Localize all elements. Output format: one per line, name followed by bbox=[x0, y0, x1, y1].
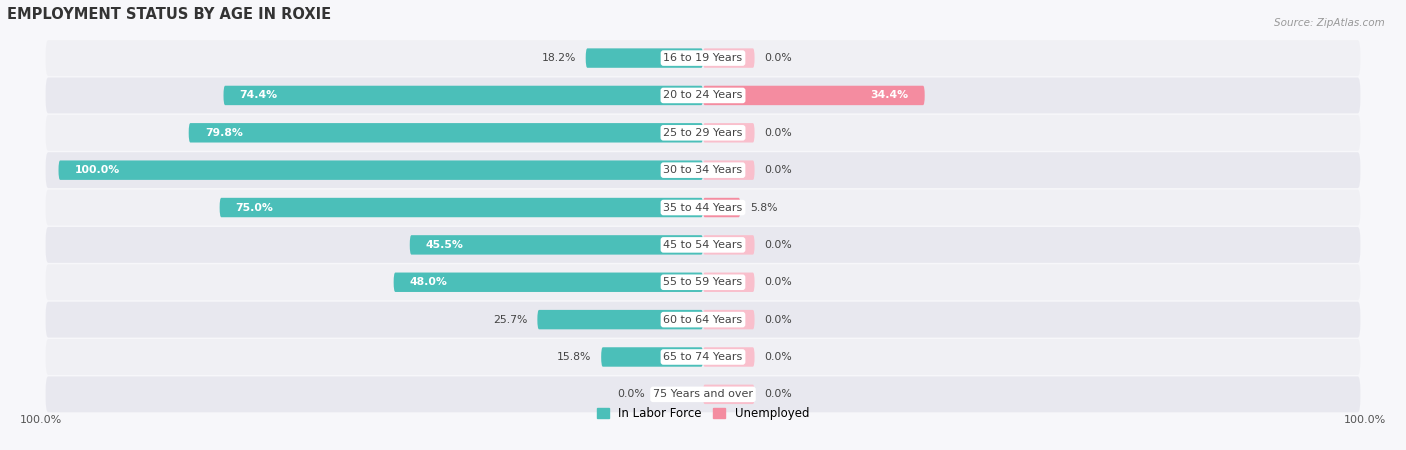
FancyBboxPatch shape bbox=[586, 48, 703, 68]
Text: 18.2%: 18.2% bbox=[541, 53, 576, 63]
Text: 0.0%: 0.0% bbox=[765, 165, 792, 175]
FancyBboxPatch shape bbox=[45, 40, 1361, 76]
Text: 74.4%: 74.4% bbox=[239, 90, 278, 100]
Text: 100.0%: 100.0% bbox=[20, 415, 62, 425]
Text: 0.0%: 0.0% bbox=[765, 53, 792, 63]
Text: 25.7%: 25.7% bbox=[494, 315, 527, 324]
Text: 55 to 59 Years: 55 to 59 Years bbox=[664, 277, 742, 287]
FancyBboxPatch shape bbox=[703, 86, 925, 105]
FancyBboxPatch shape bbox=[59, 161, 703, 180]
FancyBboxPatch shape bbox=[703, 385, 755, 404]
Text: 0.0%: 0.0% bbox=[765, 128, 792, 138]
FancyBboxPatch shape bbox=[703, 198, 741, 217]
FancyBboxPatch shape bbox=[703, 161, 755, 180]
Legend: In Labor Force, Unemployed: In Labor Force, Unemployed bbox=[598, 407, 808, 420]
Text: 60 to 64 Years: 60 to 64 Years bbox=[664, 315, 742, 324]
FancyBboxPatch shape bbox=[45, 77, 1361, 113]
FancyBboxPatch shape bbox=[45, 227, 1361, 263]
FancyBboxPatch shape bbox=[219, 198, 703, 217]
Text: 0.0%: 0.0% bbox=[765, 277, 792, 287]
Text: 0.0%: 0.0% bbox=[617, 389, 645, 399]
FancyBboxPatch shape bbox=[703, 235, 755, 255]
Text: 48.0%: 48.0% bbox=[409, 277, 447, 287]
FancyBboxPatch shape bbox=[45, 115, 1361, 151]
FancyBboxPatch shape bbox=[537, 310, 703, 329]
FancyBboxPatch shape bbox=[224, 86, 703, 105]
Text: 5.8%: 5.8% bbox=[749, 202, 778, 212]
Text: 15.8%: 15.8% bbox=[557, 352, 592, 362]
Text: 100.0%: 100.0% bbox=[75, 165, 120, 175]
FancyBboxPatch shape bbox=[703, 347, 755, 367]
FancyBboxPatch shape bbox=[45, 376, 1361, 412]
Text: Source: ZipAtlas.com: Source: ZipAtlas.com bbox=[1274, 18, 1385, 28]
Text: 25 to 29 Years: 25 to 29 Years bbox=[664, 128, 742, 138]
FancyBboxPatch shape bbox=[45, 264, 1361, 300]
Text: 34.4%: 34.4% bbox=[870, 90, 908, 100]
FancyBboxPatch shape bbox=[602, 347, 703, 367]
FancyBboxPatch shape bbox=[394, 273, 703, 292]
Text: 65 to 74 Years: 65 to 74 Years bbox=[664, 352, 742, 362]
FancyBboxPatch shape bbox=[703, 48, 755, 68]
FancyBboxPatch shape bbox=[703, 273, 755, 292]
Text: 30 to 34 Years: 30 to 34 Years bbox=[664, 165, 742, 175]
FancyBboxPatch shape bbox=[45, 302, 1361, 338]
FancyBboxPatch shape bbox=[703, 123, 755, 143]
Text: 16 to 19 Years: 16 to 19 Years bbox=[664, 53, 742, 63]
FancyBboxPatch shape bbox=[188, 123, 703, 143]
Text: 35 to 44 Years: 35 to 44 Years bbox=[664, 202, 742, 212]
Text: 0.0%: 0.0% bbox=[765, 240, 792, 250]
Text: 100.0%: 100.0% bbox=[1344, 415, 1386, 425]
Text: 79.8%: 79.8% bbox=[205, 128, 243, 138]
FancyBboxPatch shape bbox=[409, 235, 703, 255]
Text: 75 Years and over: 75 Years and over bbox=[652, 389, 754, 399]
Text: 20 to 24 Years: 20 to 24 Years bbox=[664, 90, 742, 100]
Text: 0.0%: 0.0% bbox=[765, 315, 792, 324]
Text: 0.0%: 0.0% bbox=[765, 352, 792, 362]
FancyBboxPatch shape bbox=[45, 189, 1361, 225]
Text: EMPLOYMENT STATUS BY AGE IN ROXIE: EMPLOYMENT STATUS BY AGE IN ROXIE bbox=[7, 7, 330, 22]
Text: 0.0%: 0.0% bbox=[765, 389, 792, 399]
Text: 45.5%: 45.5% bbox=[426, 240, 464, 250]
FancyBboxPatch shape bbox=[703, 310, 755, 329]
Text: 75.0%: 75.0% bbox=[236, 202, 274, 212]
FancyBboxPatch shape bbox=[45, 339, 1361, 375]
FancyBboxPatch shape bbox=[45, 152, 1361, 188]
Text: 45 to 54 Years: 45 to 54 Years bbox=[664, 240, 742, 250]
